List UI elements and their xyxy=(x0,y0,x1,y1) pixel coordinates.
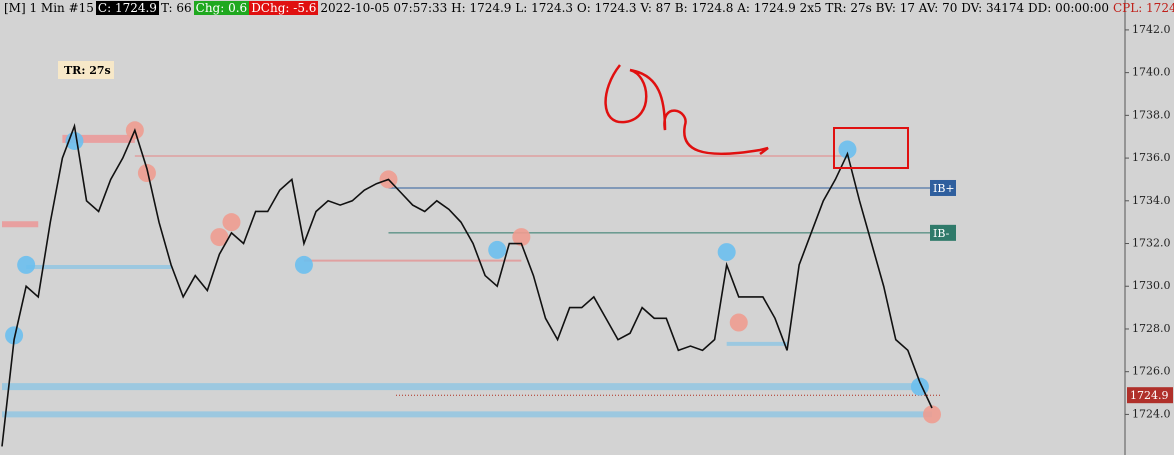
timer-label: TR: 27s xyxy=(64,64,111,77)
swing-marker xyxy=(729,313,748,332)
header-field: Chg: 0.6 xyxy=(193,1,250,15)
swing-marker xyxy=(923,405,941,424)
highlight-box xyxy=(833,127,909,169)
last-price-label: 1724.9 xyxy=(1130,389,1169,402)
level-label: IB- xyxy=(933,227,950,240)
swing-marker xyxy=(222,213,241,232)
level-tag xyxy=(930,224,956,241)
swing-marker xyxy=(137,164,156,183)
header-field: 2022-10-05 07:57:33 H: 1724.9 L: 1724.3 … xyxy=(320,1,1109,15)
last-price-tag xyxy=(1127,387,1173,404)
header-field: DChg: -5.6 xyxy=(249,1,319,15)
swing-marker xyxy=(210,228,229,247)
y-tick-label: 1724.0 xyxy=(1132,407,1171,420)
y-tick-label: 1736.0 xyxy=(1132,151,1171,164)
swing-marker xyxy=(717,243,736,262)
y-tick-label: 1742.0 xyxy=(1132,23,1171,36)
timer-tag xyxy=(58,61,114,79)
swing-marker xyxy=(838,140,857,159)
swing-marker xyxy=(17,255,36,274)
y-tick-label: 1726.0 xyxy=(1132,365,1171,378)
header-field: CPL: 1724.9 xyxy=(1112,1,1174,15)
header-field: [M] 1 Min #15 xyxy=(4,1,94,15)
level-tag xyxy=(930,179,956,196)
scribble xyxy=(604,64,769,156)
swing-marker xyxy=(512,228,531,247)
swing-marker xyxy=(488,240,507,259)
y-tick-label: 1738.0 xyxy=(1132,108,1171,121)
header-field: T: 66 xyxy=(160,1,192,15)
swing-marker xyxy=(5,326,24,345)
y-tick-label: 1730.0 xyxy=(1132,279,1171,292)
level-label: IB+ xyxy=(933,182,955,195)
y-tick-label: 1734.0 xyxy=(1132,194,1171,207)
swing-marker xyxy=(294,255,313,274)
header-bar: [M] 1 Min #15 C: 1724.9 T: 66 Chg: 0.6 DChg:… xyxy=(2,0,1174,16)
y-tick-label: 1740.0 xyxy=(1132,66,1171,79)
y-tick-label: 1732.0 xyxy=(1132,237,1171,250)
y-tick-label: 1728.0 xyxy=(1132,322,1171,335)
price-line xyxy=(1,122,933,447)
header-field: C: 1724.9 xyxy=(95,1,159,15)
